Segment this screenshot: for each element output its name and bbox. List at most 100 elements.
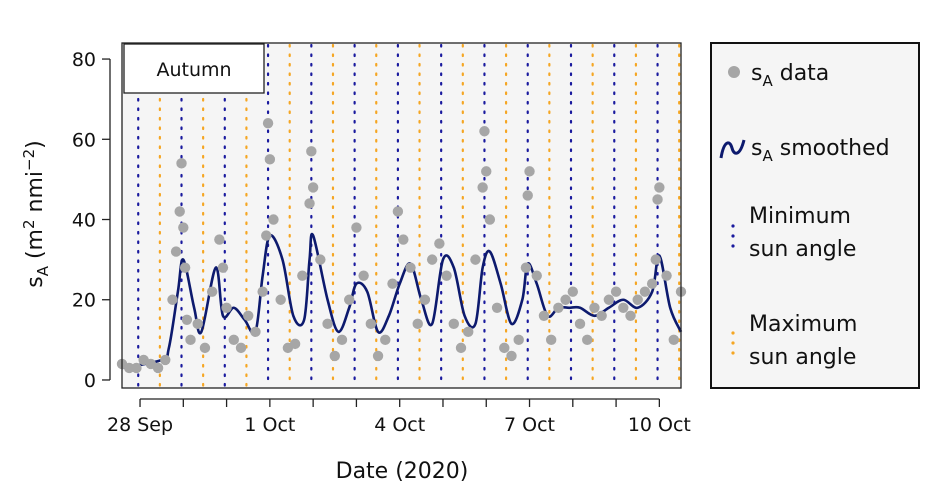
data-point — [372, 350, 384, 362]
panel-label: Autumn — [156, 59, 231, 81]
data-point — [365, 318, 377, 330]
data-point — [470, 254, 481, 265]
data-point — [524, 166, 535, 177]
data-point — [174, 206, 185, 217]
data-point — [582, 334, 593, 346]
data-point — [463, 326, 474, 338]
data-point — [632, 294, 643, 305]
data-point — [668, 334, 679, 346]
data-point — [531, 270, 542, 281]
data-point — [618, 302, 629, 313]
legend: sA data sA smoothed Minimum sun angle Ma… — [710, 42, 920, 389]
data-point — [214, 234, 225, 245]
legend-min-marker — [731, 224, 735, 248]
data-point — [170, 246, 182, 257]
data-point — [639, 286, 651, 297]
data-point — [387, 278, 398, 289]
data-point — [513, 334, 524, 346]
data-point — [567, 286, 579, 297]
x-tick-label: 10 Oct — [628, 414, 691, 436]
data-point — [262, 118, 274, 129]
x-tick-label: 28 Sep — [107, 414, 173, 436]
data-point — [625, 310, 636, 321]
legend-min-line2: sun angle — [749, 237, 856, 262]
legend-data-label: sA data — [751, 61, 829, 90]
legend-data-marker — [728, 66, 740, 78]
data-point — [522, 190, 533, 201]
panel-label-box: Autumn — [123, 43, 265, 94]
data-point — [261, 230, 272, 241]
x-tick-label: 4 Oct — [374, 414, 425, 436]
data-point — [479, 126, 490, 137]
data-point — [560, 294, 571, 305]
x-axis: 28 Sep 1 Oct 4 Oct 7 Oct 10 Oct — [107, 398, 691, 436]
data-point — [344, 294, 355, 305]
data-point — [176, 158, 187, 169]
data-point — [264, 154, 276, 165]
data-points — [116, 118, 687, 374]
data-point — [545, 334, 557, 346]
legend-max-marker — [731, 331, 735, 355]
y-tick-label: 40 — [72, 210, 96, 232]
data-point — [589, 302, 600, 313]
data-point — [646, 278, 658, 289]
data-point — [167, 294, 178, 305]
data-point — [221, 302, 232, 313]
data-point — [179, 262, 191, 273]
data-point — [297, 270, 308, 281]
data-point — [322, 318, 333, 330]
data-point — [181, 314, 193, 326]
data-point — [484, 214, 496, 225]
data-point — [654, 182, 665, 193]
y-tick-label: 60 — [72, 129, 96, 151]
y-axis-title: sA (m2 nmi−2) — [20, 140, 52, 288]
data-point — [358, 270, 369, 281]
data-point — [491, 302, 503, 313]
sun-angle-lines — [137, 43, 681, 388]
data-point — [426, 254, 438, 265]
data-point — [392, 206, 404, 217]
data-point — [192, 318, 203, 330]
data-point — [351, 222, 362, 233]
data-point — [441, 270, 452, 281]
data-point — [506, 350, 517, 362]
data-point — [481, 166, 492, 177]
y-tick-label: 20 — [72, 290, 96, 312]
data-point — [405, 262, 416, 273]
data-point — [315, 254, 326, 265]
data-point — [398, 234, 409, 245]
legend-max-line2: sun angle — [749, 345, 856, 370]
data-point — [596, 310, 607, 321]
data-point — [412, 318, 423, 330]
data-point — [477, 182, 488, 193]
data-point — [304, 198, 315, 209]
data-point — [131, 362, 142, 374]
data-point — [336, 334, 348, 346]
data-point — [307, 182, 319, 193]
data-point — [178, 222, 189, 233]
data-point — [455, 342, 467, 354]
data-point — [574, 318, 586, 330]
data-point — [250, 326, 261, 338]
y-tick-label: 0 — [84, 370, 96, 392]
data-point — [124, 362, 135, 374]
data-point — [610, 286, 622, 297]
y-axis: 0 20 40 60 80 — [72, 49, 111, 392]
data-point — [499, 342, 510, 354]
data-point — [329, 350, 340, 362]
data-point — [652, 194, 663, 205]
plot-panel — [122, 43, 681, 388]
data-point — [257, 286, 268, 297]
data-point — [199, 342, 211, 354]
x-tick-label: 1 Oct — [244, 414, 295, 436]
data-point — [243, 310, 254, 321]
data-point — [235, 342, 247, 354]
data-point — [448, 318, 459, 330]
data-point — [419, 294, 431, 305]
data-point — [650, 254, 661, 265]
data-point — [152, 362, 164, 374]
y-tick-label: 80 — [72, 49, 96, 71]
data-point — [217, 262, 229, 273]
x-tick-label: 7 Oct — [504, 414, 555, 436]
